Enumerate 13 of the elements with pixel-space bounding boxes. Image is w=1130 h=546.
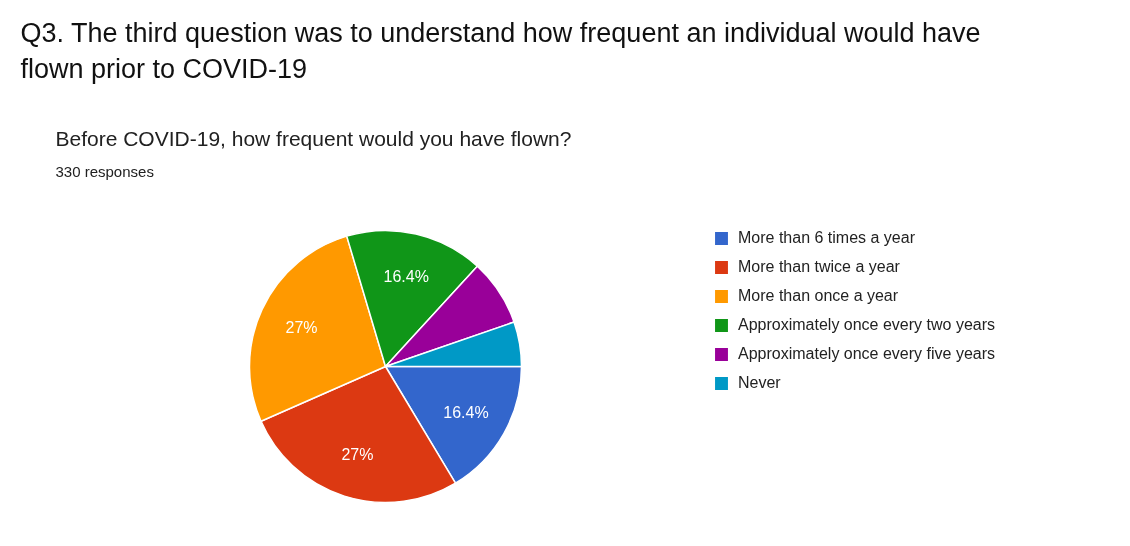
text: 330 responses xyxy=(55,163,154,180)
text: Q3. The third question was to understand how frequent an individual would have flown prior to COVID-19 xyxy=(20,17,981,84)
legend-label: More than once a year xyxy=(738,287,899,305)
chart-title: Before COVID-19, how frequent would you have flown? xyxy=(55,127,572,150)
data-label: 16.4% xyxy=(443,403,489,421)
data-label: 27% xyxy=(285,319,318,337)
legend-label: More than twice a year xyxy=(738,258,900,276)
legend-label: Never xyxy=(738,374,781,392)
data-label: 27% xyxy=(341,446,374,464)
legend-label: Approximately once every two years xyxy=(738,316,995,334)
legend-label: More than 6 times a year xyxy=(738,229,915,247)
legend-label: Approximately once every five years xyxy=(738,345,995,363)
data-label: 16.4% xyxy=(383,267,429,285)
